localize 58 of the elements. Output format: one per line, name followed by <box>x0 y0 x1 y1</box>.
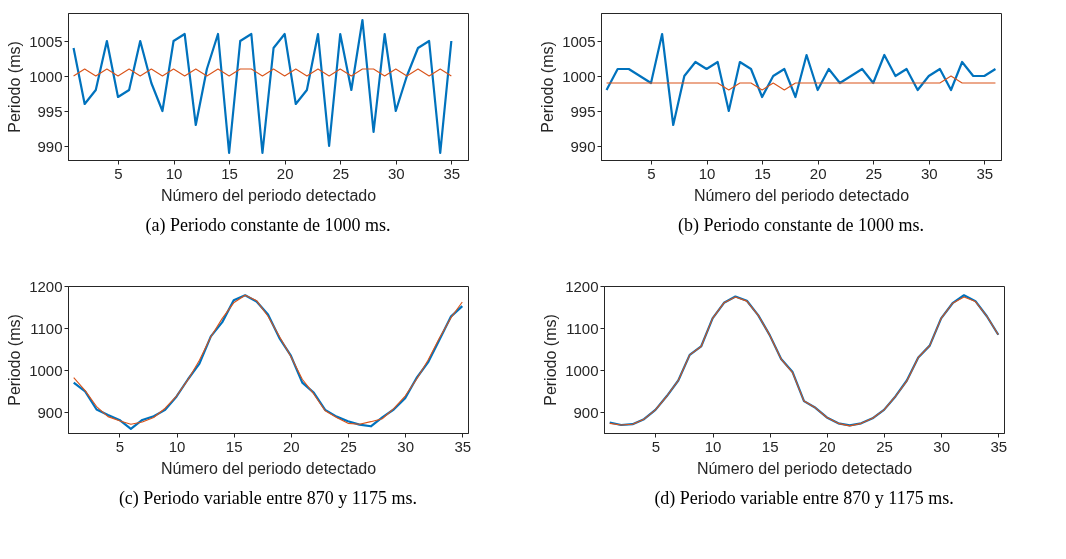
x-tick-label: 30 <box>397 437 414 455</box>
y-tick-label: 995 <box>570 102 596 120</box>
text: (a) Periodo constante de 1000 ms. <box>145 215 391 236</box>
y-tick-label: 995 <box>37 102 63 120</box>
x-tick-label: 15 <box>221 164 238 182</box>
x-tick-label: 35 <box>976 164 994 182</box>
y-tick-label: 1000 <box>562 67 596 85</box>
x-tick-label: 10 <box>165 164 183 182</box>
x-tick-label: 25 <box>865 164 883 182</box>
y-axis-title: Periodo (ms) <box>542 314 560 406</box>
x-axis-title: Número del periodo detectado <box>160 186 377 204</box>
y-tick-label: 1000 <box>29 361 63 379</box>
x-tick-label: 10 <box>698 164 716 182</box>
y-tick-label: 900 <box>37 403 63 421</box>
x-tick-label: 15 <box>754 164 771 182</box>
y-tick-label: 1100 <box>566 319 599 337</box>
x-axis-title: Número del periodo detectado <box>160 459 377 477</box>
x-tick-label: 5 <box>114 164 123 182</box>
x-tick-label: 20 <box>819 437 836 455</box>
y-tick-label: 990 <box>570 137 596 155</box>
x-tick-label: 35 <box>454 437 472 455</box>
x-axis-title: Número del periodo detectado <box>693 186 910 204</box>
y-tick-label: 1200 <box>565 277 599 295</box>
x-tick-label: 10 <box>704 437 722 455</box>
x-tick-label: 20 <box>276 164 294 182</box>
line-series <box>72 18 453 155</box>
x-tick-label: 5 <box>651 437 661 455</box>
y-tick-label: 990 <box>37 137 63 155</box>
x-tick-label: 5 <box>647 164 656 182</box>
y-tick-label: 900 <box>573 403 599 421</box>
x-tick-label: 20 <box>283 437 300 455</box>
y-tick-label: 1200 <box>29 277 63 295</box>
y-tick-label: 1000 <box>565 361 599 379</box>
y-tick-label: 1100 <box>30 319 63 337</box>
text: (d) Periodo variable entre 870 y 1175 ms. <box>654 488 954 509</box>
x-tick-label: 25 <box>876 437 893 455</box>
x-tick-label: 15 <box>761 437 779 455</box>
x-tick-label: 15 <box>225 437 243 455</box>
text: (b) Periodo constante de 1000 ms. <box>678 215 924 236</box>
x-tick-label: 20 <box>809 164 827 182</box>
x-tick-label: 30 <box>387 164 405 182</box>
text: (c) Periodo variable entre 870 y 1175 ms. <box>118 488 418 509</box>
x-tick-label: 25 <box>340 437 357 455</box>
x-tick-label: 10 <box>168 437 186 455</box>
x-tick-label: 30 <box>933 437 950 455</box>
line-series <box>605 32 997 127</box>
y-tick-label: 1005 <box>562 32 596 50</box>
x-tick-label: 5 <box>115 437 125 455</box>
x-axis-title: Número del periodo detectado <box>696 459 913 477</box>
x-tick-label: 25 <box>332 164 350 182</box>
y-axis-title: Periodo (ms) <box>539 41 557 133</box>
y-axis-title: Periodo (ms) <box>6 41 24 133</box>
x-tick-label: 35 <box>443 164 461 182</box>
x-tick-label: 30 <box>920 164 938 182</box>
y-axis-title: Periodo (ms) <box>6 314 24 406</box>
x-tick-label: 35 <box>990 437 1008 455</box>
y-tick-label: 1000 <box>29 67 63 85</box>
y-tick-label: 1005 <box>29 32 63 50</box>
